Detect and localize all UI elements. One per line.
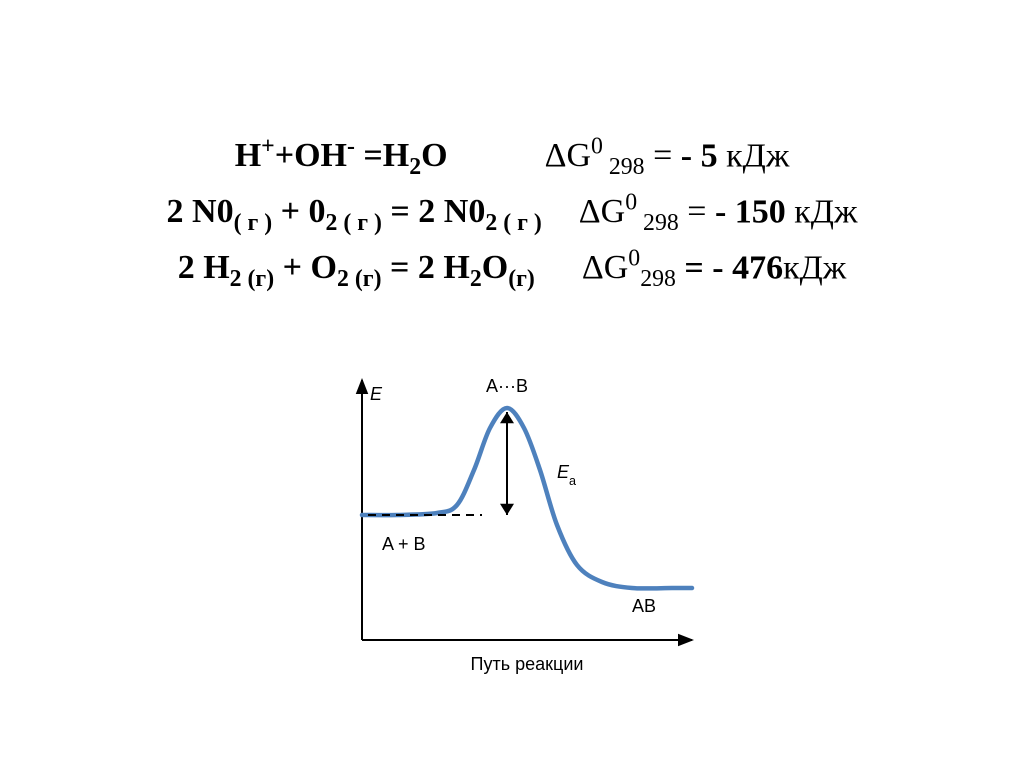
svg-text:Ea: Ea	[557, 462, 576, 488]
equation-2: 2 N0( г ) + 02 ( г ) = 2 N02 ( г ) ΔG0 2…	[0, 186, 1024, 242]
eq1-rhs: ΔG0 298 = - 5 кДж	[545, 137, 790, 174]
energy-diagram-svg: E Путь реакции A···B Ea A + B AB	[302, 360, 722, 700]
eq3-lhs: 2 H2 (г) + О2 (г) = 2 H2O(г)	[178, 249, 535, 286]
eq3-rhs: ΔG0298 = - 476кДж	[582, 249, 846, 286]
svg-text:A···B: A···B	[486, 376, 528, 396]
svg-text:E: E	[370, 384, 383, 404]
equation-1: H++OH- =H2O ΔG0 298 = - 5 кДж	[0, 130, 1024, 186]
eq1-lhs: H++OH- =H2O	[235, 137, 448, 174]
svg-text:Путь реакции: Путь реакции	[471, 654, 584, 674]
page: H++OH- =H2O ΔG0 298 = - 5 кДж 2 N0( г ) …	[0, 0, 1024, 768]
svg-text:AB: AB	[632, 596, 656, 616]
svg-text:A + B: A + B	[382, 534, 426, 554]
eq2-lhs: 2 N0( г ) + 02 ( г ) = 2 N02 ( г )	[167, 193, 542, 230]
eq2-rhs: ΔG0 298 = - 150 кДж	[579, 193, 858, 230]
equation-3: 2 H2 (г) + О2 (г) = 2 H2O(г) ΔG0298 = - …	[0, 242, 1024, 298]
equations-block: H++OH- =H2O ΔG0 298 = - 5 кДж 2 N0( г ) …	[0, 130, 1024, 297]
energy-diagram: E Путь реакции A···B Ea A + B AB	[302, 360, 722, 700]
